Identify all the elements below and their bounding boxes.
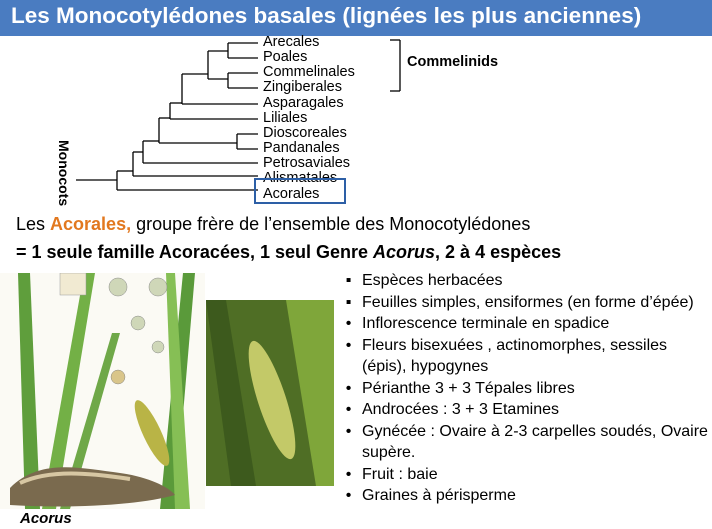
family-prefix: = 1 seule famille Acoracées, 1 seul Genr… [16,242,374,262]
feature-item: ▪ Espèces herbacées [341,270,709,292]
feature-text: Feuilles simples, ensiformes (en forme d… [362,293,694,311]
feature-text: Fleurs bisexuées , actinomorphes, sessil… [362,336,668,376]
acorus-spadix-photo [206,300,334,486]
dot-bullet: • [345,401,352,418]
feature-item: • Gynécée : Ovaire à 2-3 carpelles soudés… [341,421,709,464]
image-caption: Acorus [20,510,72,527]
intro-rest: groupe frère de l’ensemble des Monocotyl… [131,214,531,234]
feature-item: • Périanthe 3 + 3 Tépales libres [341,378,709,400]
feature-item: • Fleurs bisexuées , actinomorphes, sessi… [341,335,709,378]
feature-item: • Inflorescence terminale en spadice [341,313,709,335]
title-bar: Les Monocotylédones basales (lignées les… [0,0,712,36]
leaf-zingiberales: Zingiberales [263,79,342,95]
feature-item: • Fruit : baie [341,464,709,486]
leaf-petrosaviales: Petrosaviales [263,155,351,171]
dot-bullet: • [345,379,352,397]
dot-bullet: • [345,422,352,440]
leaf-arecales: Arecales [263,34,320,50]
acorales-highlight: Acorales, [50,214,132,234]
feature-text: Fruit : baie [362,465,438,483]
acorus-botanical-illustration [0,273,205,509]
commelinids-label: Commelinids [407,54,499,70]
monocots-label: Monocots [56,140,72,207]
intro-prefix: Les [16,214,51,234]
feature-text: Inflorescence terminale en spadice [362,315,610,332]
leaf-liliales: Liliales [263,110,308,126]
family-suffix: , 2 à 4 espèces [435,242,562,262]
dot-bullet: • [345,487,352,504]
feature-item: • Graines à périsperme [341,485,709,507]
dot-bullet: • [345,336,352,354]
page-title: Les Monocotylédones basales (lignées les… [11,3,642,28]
leaf-asparagales: Asparagales [263,95,344,111]
leaf-commelinales: Commelinales [263,64,355,80]
leaf-dioscoreales: Dioscoreales [263,125,347,141]
intro-line: Les Acorales, groupe frère de l’ensemble… [16,214,530,235]
feature-text: Androcées : 3 + 3 Etamines [362,401,559,418]
feature-text: Périanthe 3 + 3 Tépales libres [362,379,575,397]
feature-item: ▪ Feuilles simples, ensiformes (en forme … [341,292,709,314]
dot-bullet: • [345,465,352,483]
acorales-highlight-box [254,178,346,204]
dot-bullet: • [345,315,352,332]
square-bullet: ▪ [345,272,352,289]
phylogenetic-tree [76,39,401,191]
leaf-pandanales: Pandanales [263,140,340,156]
genus-name: Acorus [373,242,436,262]
feature-list: ▪ Espèces herbacées ▪ Feuilles simples, en… [341,270,709,507]
leaf-poales: Poales [263,49,308,65]
feature-text: Graines à périsperme [362,487,516,504]
square-bullet: ▪ [345,293,352,311]
feature-item: • Androcées : 3 + 3 Etamines [341,399,709,421]
leaf-acorales: Acorales [263,186,320,202]
feature-text: Gynécée : Ovaire à 2-3 carpelles soudés,… [362,422,708,462]
feature-text: Espèces herbacées [362,272,503,289]
family-line: = 1 seule famille Acoracées, 1 seul Genr… [16,242,561,263]
